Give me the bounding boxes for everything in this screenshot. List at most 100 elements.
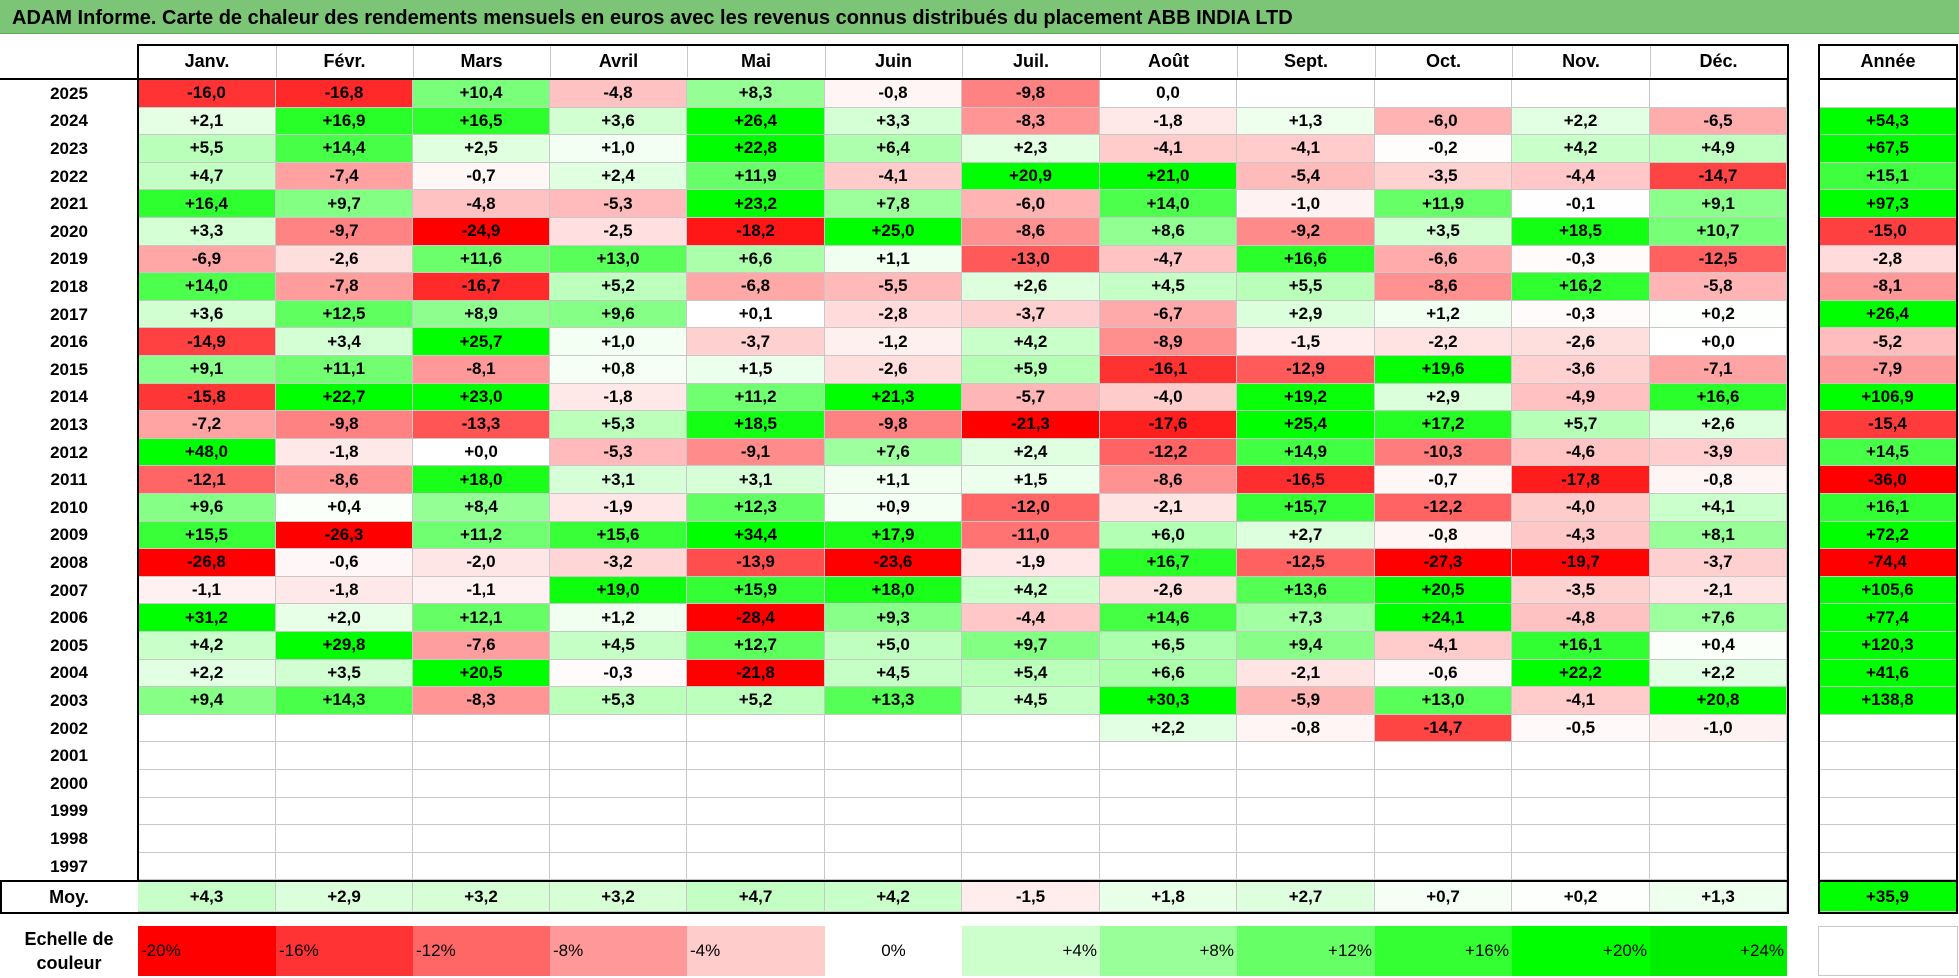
heatmap-cell xyxy=(1512,770,1650,798)
heatmap-cell: +6,6 xyxy=(687,245,825,274)
heatmap-cell: -1,9 xyxy=(550,494,687,522)
heatmap-cell xyxy=(687,770,825,798)
heatmap-cell: +18,0 xyxy=(825,576,962,605)
heatmap-cell: -4,1 xyxy=(1512,687,1650,715)
heatmap-cell: +8,1 xyxy=(1650,521,1787,550)
heatmap-cell: +23,0 xyxy=(413,383,550,412)
heatmap-cell: -9,8 xyxy=(962,80,1100,108)
heatmap-cell: -2,2 xyxy=(1375,328,1512,356)
heatmap-cell: -1,9 xyxy=(962,549,1100,577)
heatmap-cell xyxy=(1512,742,1650,770)
color-scale-swatch: -16% xyxy=(276,926,413,976)
heatmap-cell: -9,8 xyxy=(276,411,413,439)
heatmap-cell: +25,0 xyxy=(825,218,962,246)
annual-cell: +120,3 xyxy=(1819,632,1957,660)
title-bar: ADAM Informe. Carte de chaleur des rende… xyxy=(0,0,1959,34)
heatmap-cell: +4,2 xyxy=(1512,135,1650,163)
heatmap-cell: -4,7 xyxy=(1100,245,1237,274)
heatmap-cell: -0,3 xyxy=(550,659,687,688)
heatmap-cell: -12,5 xyxy=(1650,245,1787,274)
heatmap-cell: +11,9 xyxy=(1375,190,1512,218)
heatmap-cell: -3,5 xyxy=(1512,576,1650,605)
heatmap-cell: -2,6 xyxy=(825,356,962,384)
annual-cell xyxy=(1819,852,1957,881)
heatmap-cell: +5,4 xyxy=(962,659,1100,688)
heatmap-cell: -24,9 xyxy=(413,218,550,246)
average-cell: +2,7 xyxy=(1237,882,1375,912)
heatmap-cell: -21,3 xyxy=(962,411,1100,439)
heatmap-cell: +14,4 xyxy=(276,135,413,163)
month-header: Déc. xyxy=(1699,51,1738,71)
heatmap-cell xyxy=(1100,742,1237,770)
heatmap-cell: +18,5 xyxy=(687,411,825,439)
heatmap-cell: -4,1 xyxy=(1100,135,1237,163)
heatmap-cell: +0,8 xyxy=(550,356,687,384)
heatmap-cell: +29,8 xyxy=(276,632,413,660)
heatmap-cell: +23,2 xyxy=(687,190,825,218)
heatmap-cell xyxy=(1650,797,1787,826)
heatmap-cell: -12,2 xyxy=(1375,494,1512,522)
heatmap-cell: -6,7 xyxy=(1100,300,1237,329)
year-label: 2014 xyxy=(50,387,88,407)
color-scale-swatch: +12% xyxy=(1237,926,1375,976)
month-header: Févr. xyxy=(323,51,366,71)
heatmap-cell: -4,8 xyxy=(413,190,550,218)
average-cell: +2,9 xyxy=(276,882,413,912)
heatmap-cell xyxy=(550,825,687,853)
heatmap-cell: +2,2 xyxy=(1512,107,1650,136)
heatmap-cell xyxy=(1100,770,1237,798)
heatmap-cell: -7,4 xyxy=(276,162,413,191)
header-divider xyxy=(1375,46,1376,77)
heatmap-cell: +15,5 xyxy=(138,521,276,550)
heatmap-cell: -8,3 xyxy=(413,687,550,715)
annual-cell xyxy=(1819,770,1957,798)
header-divider xyxy=(276,46,277,77)
heatmap-cell: +16,1 xyxy=(1512,632,1650,660)
heatmap-cell xyxy=(413,714,550,743)
annual-cell: +15,1 xyxy=(1819,162,1957,191)
heatmap-cell: +11,1 xyxy=(276,356,413,384)
heatmap-cell: +7,8 xyxy=(825,190,962,218)
heatmap-cell: -4,1 xyxy=(1375,632,1512,660)
heatmap-cell: +11,2 xyxy=(687,383,825,412)
annual-cell: +26,4 xyxy=(1819,300,1957,329)
heatmap-cell: +34,4 xyxy=(687,521,825,550)
heatmap-cell: -0,6 xyxy=(276,549,413,577)
heatmap-cell: +2,9 xyxy=(1375,383,1512,412)
heatmap-cell: -8,6 xyxy=(1100,466,1237,494)
average-cell: +3,2 xyxy=(550,882,687,912)
year-label: 2012 xyxy=(50,442,88,462)
heatmap-cell: +0,9 xyxy=(825,494,962,522)
color-scale-swatch: +16% xyxy=(1375,926,1512,976)
heatmap-cell: +11,9 xyxy=(687,162,825,191)
heatmap-cell: -12,5 xyxy=(1237,549,1375,577)
heatmap-cell: -1,8 xyxy=(1100,107,1237,136)
month-header: Juil. xyxy=(1012,51,1049,71)
heatmap-cell: -16,0 xyxy=(138,80,276,108)
heatmap-cell xyxy=(1237,852,1375,881)
heatmap-cell: +17,2 xyxy=(1375,411,1512,439)
color-scale-swatch: -8% xyxy=(550,926,687,976)
heatmap-cell: +30,3 xyxy=(1100,687,1237,715)
year-label: 2024 xyxy=(50,111,88,131)
heatmap-cell: -9,7 xyxy=(276,218,413,246)
annual-cell xyxy=(1819,742,1957,770)
heatmap-cell xyxy=(550,714,687,743)
heatmap-cell: -10,3 xyxy=(1375,438,1512,467)
heatmap-cell: +18,5 xyxy=(1512,218,1650,246)
heatmap-cell: -6,9 xyxy=(138,245,276,274)
heatmap-cell: -3,5 xyxy=(1375,162,1512,191)
heatmap-cell: +3,1 xyxy=(687,466,825,494)
heatmap-cell: -4,0 xyxy=(1512,494,1650,522)
heatmap-cell: +6,5 xyxy=(1100,632,1237,660)
heatmap-cell: -3,6 xyxy=(1512,356,1650,384)
heatmap-cell: -2,8 xyxy=(825,300,962,329)
heatmap-cell xyxy=(1375,80,1512,108)
heatmap-cell: +3,3 xyxy=(825,107,962,136)
annual-cell: +138,8 xyxy=(1819,687,1957,715)
heatmap-cell: -4,0 xyxy=(1100,383,1237,412)
heatmap-cell: -0,7 xyxy=(413,162,550,191)
heatmap-cell: -7,8 xyxy=(276,273,413,301)
heatmap-cell: -0,8 xyxy=(1237,714,1375,743)
heatmap-cell xyxy=(138,825,276,853)
